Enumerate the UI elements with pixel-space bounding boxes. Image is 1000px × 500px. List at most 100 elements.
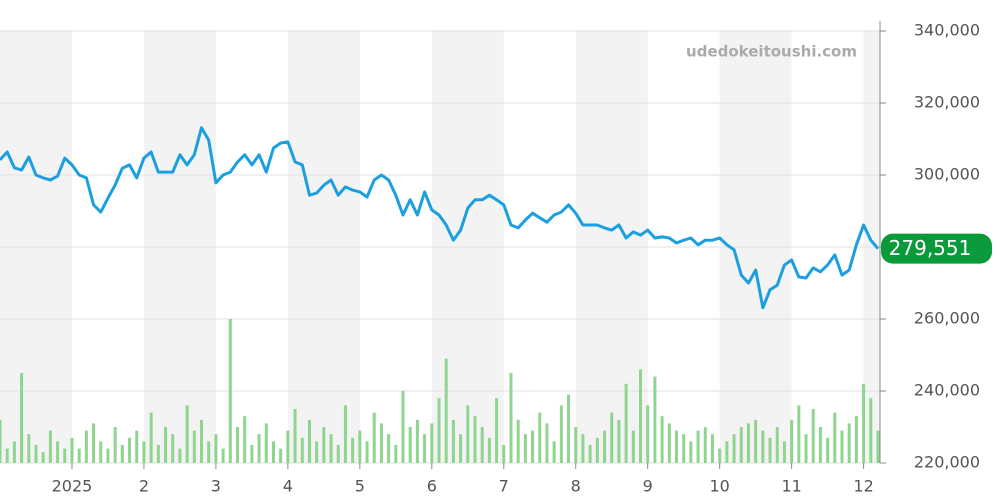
volume-bar xyxy=(495,398,499,463)
volume-bar xyxy=(862,383,866,463)
volume-bar xyxy=(63,448,67,463)
volume-bars xyxy=(0,319,880,463)
x-tick-label: 7 xyxy=(499,477,509,496)
y-tick-label: 340,000 xyxy=(914,21,980,40)
volume-bar xyxy=(293,409,297,463)
volume-bar xyxy=(149,412,153,463)
y-tick-label: 300,000 xyxy=(914,165,980,184)
volume-bar xyxy=(106,448,110,463)
volume-bar xyxy=(790,419,794,463)
volume-bar xyxy=(379,423,383,463)
y-tick-label: 260,000 xyxy=(914,309,980,328)
volume-bar xyxy=(696,430,700,463)
volume-bar xyxy=(710,434,714,463)
volume-bar xyxy=(595,437,599,463)
volume-bar xyxy=(243,416,247,463)
price-line xyxy=(0,126,880,310)
volume-bar xyxy=(365,441,369,463)
volume-bar xyxy=(372,412,376,463)
x-tick-label: 8 xyxy=(571,477,581,496)
volume-bar xyxy=(315,441,319,463)
volume-bar xyxy=(351,437,355,463)
volume-bar xyxy=(264,423,268,463)
volume-bar xyxy=(818,427,822,463)
volume-bar xyxy=(444,358,448,463)
volume-bar xyxy=(653,376,657,463)
last-price-tag xyxy=(881,233,992,264)
volume-bar xyxy=(682,434,686,463)
volume-bar xyxy=(135,430,139,463)
volume-bar xyxy=(20,373,24,463)
volume-bar xyxy=(502,445,506,463)
volume-bar xyxy=(128,437,132,463)
y-tick-label: 240,000 xyxy=(914,381,980,400)
volume-bar xyxy=(192,430,196,463)
volume-bar xyxy=(99,441,103,463)
volume-bar xyxy=(228,319,232,463)
volume-bar xyxy=(854,416,858,463)
x-tick-label: 11 xyxy=(781,477,801,496)
volume-bar xyxy=(84,430,88,463)
volume-bar xyxy=(250,445,254,463)
volume-bar xyxy=(876,430,880,463)
volume-bar xyxy=(639,369,643,463)
volume-bar xyxy=(0,419,2,463)
volume-bar xyxy=(221,448,225,463)
volume-bar xyxy=(667,423,671,463)
volume-bar xyxy=(257,434,261,463)
volume-bar xyxy=(545,423,549,463)
volume-bar xyxy=(567,394,571,463)
volume-bar xyxy=(574,427,578,463)
watermark: udedokeitoushi.com xyxy=(686,43,857,61)
volume-bar xyxy=(171,434,175,463)
volume-bar xyxy=(523,434,527,463)
volume-bar xyxy=(826,437,830,463)
y-tick-label: 320,000 xyxy=(914,93,980,112)
x-tick-label: 4 xyxy=(283,477,293,496)
volume-bar xyxy=(739,427,743,463)
volume-bar xyxy=(48,430,52,463)
volume-bar xyxy=(329,434,333,463)
volume-bar xyxy=(516,419,520,463)
volume-bar xyxy=(164,427,168,463)
volume-bar xyxy=(775,427,779,463)
volume-bar xyxy=(811,409,815,463)
volume-bar xyxy=(797,405,801,463)
volume-bar xyxy=(92,423,96,463)
volume-bar xyxy=(207,441,211,463)
volume-bar xyxy=(27,434,31,463)
volume-bar xyxy=(415,419,419,463)
volume-bar xyxy=(401,391,405,463)
volume-bar xyxy=(559,405,563,463)
volume-bar xyxy=(430,423,434,463)
volume-bar xyxy=(531,430,535,463)
x-tick-label: 2 xyxy=(139,477,149,496)
volume-bar xyxy=(718,448,722,463)
volume-bar xyxy=(451,419,455,463)
volume-bar xyxy=(761,430,765,463)
last-price-label: 279,551 xyxy=(889,236,972,260)
volume-bar xyxy=(833,412,837,463)
price-line xyxy=(0,126,880,310)
volume-bar xyxy=(41,452,45,463)
volume-bar xyxy=(610,412,614,463)
volume-bar xyxy=(459,434,463,463)
volume-bar xyxy=(631,430,635,463)
x-tick-label: 10 xyxy=(709,477,729,496)
volume-bar xyxy=(847,423,851,463)
volume-bar xyxy=(646,405,650,463)
volume-bar xyxy=(120,445,124,463)
volume-bar xyxy=(5,448,9,463)
volume-bar xyxy=(279,448,283,463)
volume-bar xyxy=(56,441,60,463)
volume-bar xyxy=(214,434,218,463)
volume-bar xyxy=(703,427,707,463)
volume-bar xyxy=(113,427,117,463)
volume-bar xyxy=(12,441,16,463)
volume-bar xyxy=(358,430,362,463)
volume-bar xyxy=(423,434,427,463)
volume-bar xyxy=(782,441,786,463)
x-tick-label: 5 xyxy=(355,477,365,496)
volume-bar xyxy=(466,405,470,463)
